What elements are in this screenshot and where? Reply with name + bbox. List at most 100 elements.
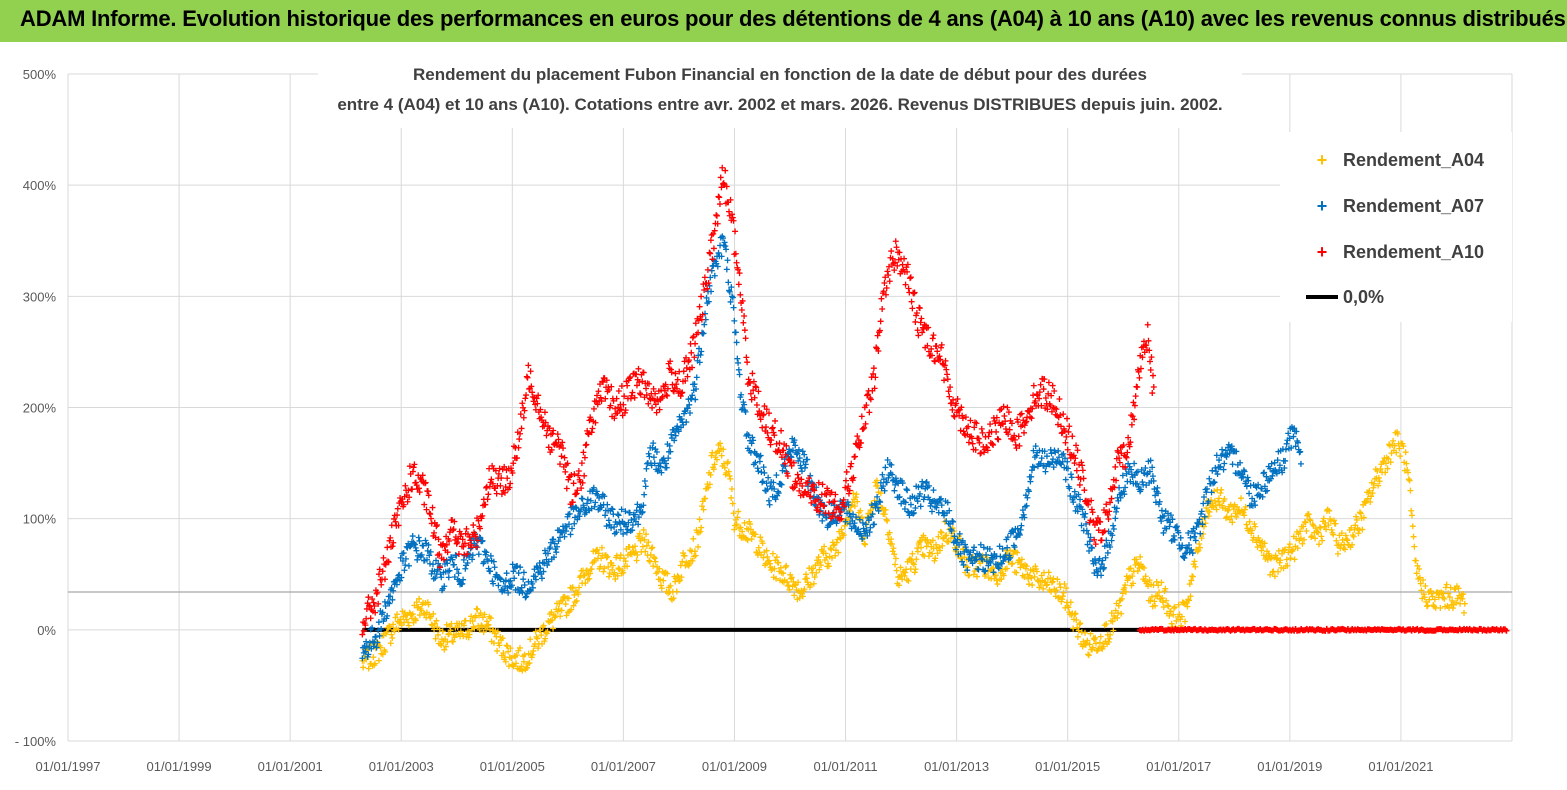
rendement-a04-marker <box>773 554 780 561</box>
rendement-a04-marker <box>998 576 1005 583</box>
rendement-a07-marker <box>662 460 669 467</box>
rendement-a07-marker <box>754 465 761 472</box>
rendement-a07-marker <box>1048 450 1055 457</box>
y-tick-label: 100% <box>23 512 57 527</box>
rendement-a04-marker <box>1213 506 1220 513</box>
rendement-a04-marker <box>801 586 808 593</box>
rendement-a04-marker <box>1323 526 1330 533</box>
rendement-a04-marker <box>1274 555 1281 562</box>
rendement-a04-marker <box>974 573 981 580</box>
rendement-a04-marker <box>1017 564 1024 571</box>
rendement-a04-marker <box>1198 535 1205 542</box>
rendement-a07-marker <box>606 521 613 528</box>
rendement-a04-marker <box>877 490 884 497</box>
rendement-a07-marker <box>411 540 418 547</box>
rendement-a10-marker <box>1147 367 1154 374</box>
rendement-a04-marker <box>646 558 653 565</box>
rendement-a10-marker <box>716 194 723 201</box>
rendement-a04-marker <box>413 599 420 606</box>
rendement-a04-marker <box>657 576 664 583</box>
rendement-a04-marker <box>1243 521 1250 528</box>
rendement-a04-marker <box>1260 543 1267 550</box>
rendement-a07-marker <box>756 458 763 465</box>
rendement-a07-marker <box>487 568 494 575</box>
rendement-a10-marker <box>707 250 714 257</box>
rendement-a07-marker <box>611 523 618 530</box>
x-tick-label: 01/01/1999 <box>147 759 212 774</box>
rendement-a04-marker <box>568 606 575 613</box>
rendement-a04-marker <box>1100 643 1107 650</box>
x-tick-label: 01/01/2005 <box>480 759 545 774</box>
rendement-a07-marker <box>658 469 665 476</box>
rendement-a04-marker <box>439 628 446 635</box>
rendement-a04-marker <box>1115 610 1122 617</box>
rendement-a04-marker <box>702 495 709 502</box>
y-tick-label: 200% <box>23 401 57 416</box>
rendement-a10-marker <box>394 505 401 512</box>
rendement-a04-marker <box>851 503 858 510</box>
rendement-a07-marker <box>544 550 551 557</box>
rendement-a04-marker <box>1049 578 1056 585</box>
rendement-a04-marker <box>1267 555 1274 562</box>
rendement-a04-marker <box>920 532 927 539</box>
rendement-a04-marker <box>1163 597 1170 604</box>
rendement-a04-marker <box>679 558 686 565</box>
rendement-a07-marker <box>1212 464 1219 471</box>
rendement-a04-marker <box>1178 613 1185 620</box>
rendement-a10-marker <box>978 450 985 457</box>
rendement-a07-marker <box>449 556 456 563</box>
rendement-a04-marker <box>1246 518 1253 525</box>
rendement-a04-marker <box>477 609 484 616</box>
rendement-a04-marker <box>852 494 859 501</box>
rendement-a04-marker <box>1230 506 1237 513</box>
rendement-a07-marker <box>363 638 370 645</box>
rendement-a04-marker <box>1215 498 1222 505</box>
rendement-a04-marker <box>633 557 640 564</box>
rendement-a04-marker <box>791 582 798 589</box>
rendement-a04-marker <box>1159 599 1166 606</box>
rendement-a10-marker <box>941 377 948 384</box>
rendement-a04-marker <box>706 481 713 488</box>
rendement-a10-marker <box>522 395 529 402</box>
rendement-a04-marker <box>1258 547 1265 554</box>
rendement-a07-marker <box>393 581 400 588</box>
rendement-a04-marker <box>911 569 918 576</box>
rendement-a04-marker <box>1026 581 1033 588</box>
rendement-a04-marker <box>936 544 943 551</box>
rendement-a10-marker <box>767 441 774 448</box>
rendement-a04-marker <box>443 621 450 628</box>
rendement-a04-marker <box>636 530 643 537</box>
rendement-a04-marker <box>1356 509 1363 516</box>
rendement-a04-marker <box>483 618 490 625</box>
rendement-a10-marker <box>615 387 622 394</box>
rendement-a07-marker <box>1197 530 1204 537</box>
y-tick-label: 300% <box>23 289 57 304</box>
x-tick-label: 01/01/2007 <box>591 759 656 774</box>
rendement-a04-marker <box>1352 522 1359 529</box>
rendement-a04-marker <box>1338 530 1345 537</box>
rendement-a10-marker <box>636 390 643 397</box>
rendement-a04-marker <box>1285 549 1292 556</box>
rendement-a07-marker <box>526 586 533 593</box>
rendement-a04-marker <box>1152 602 1159 609</box>
rendement-a10-marker <box>778 427 785 434</box>
rendement-a04-marker <box>686 561 693 568</box>
rendement-a10-marker <box>877 318 884 325</box>
rendement-a04-marker <box>1248 530 1255 537</box>
rendement-a04-marker <box>550 625 557 632</box>
rendement-a04-marker <box>375 657 382 664</box>
rendement-a07-marker <box>735 359 742 366</box>
rendement-a10-marker <box>589 425 596 432</box>
rendement-a04-marker <box>632 548 639 555</box>
rendement-a10-marker <box>1132 393 1139 400</box>
rendement-a07-marker <box>581 504 588 511</box>
rendement-a10-marker <box>993 428 1000 435</box>
rendement-a04-marker <box>914 548 921 555</box>
rendement-a04-marker <box>728 494 735 501</box>
rendement-a04-marker <box>1308 533 1315 540</box>
rendement-a04-marker <box>1453 599 1460 606</box>
rendement-a04-marker <box>883 516 890 523</box>
rendement-a10-marker <box>516 436 523 443</box>
rendement-a07-marker <box>625 519 632 526</box>
rendement-a04-marker <box>1028 574 1035 581</box>
